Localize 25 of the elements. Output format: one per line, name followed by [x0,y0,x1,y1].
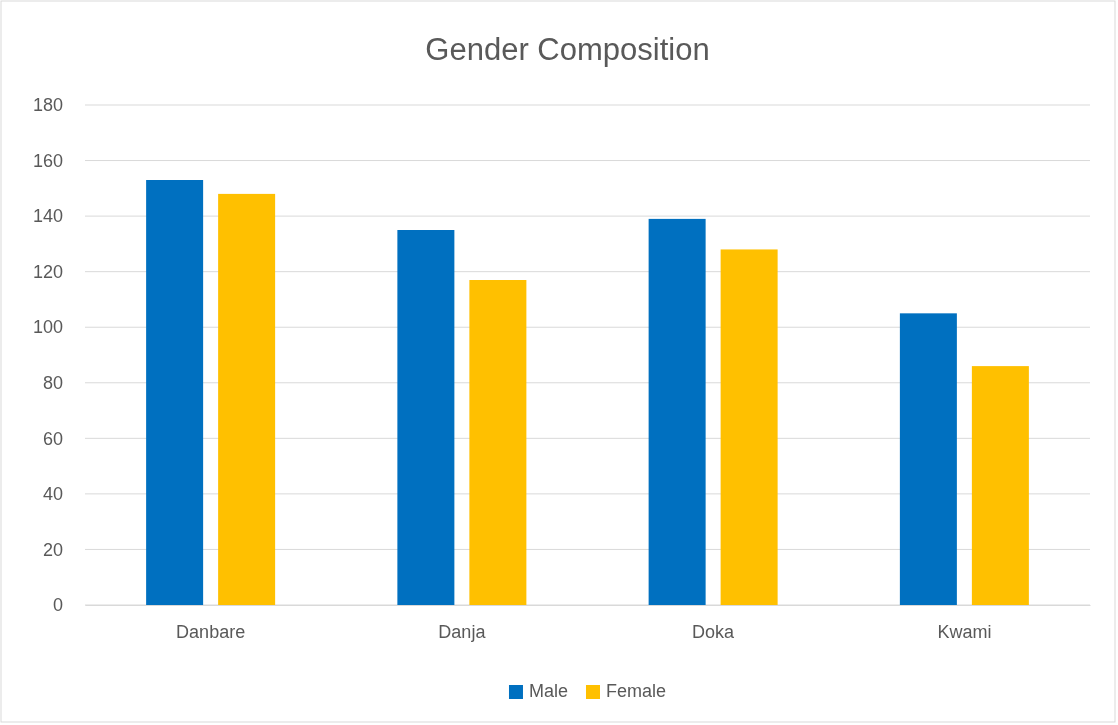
x-tick-label: Danbare [176,621,246,642]
bar [218,193,276,605]
legend-label: Female [605,681,667,701]
bar [971,366,1029,605]
chart-title: Gender Composition [425,32,710,67]
y-tick-label: 100 [32,317,63,338]
y-tick-label: 0 [52,595,63,616]
y-tick-label: 120 [32,261,63,282]
y-tick-label: 40 [42,484,63,505]
y-tick-label: 60 [42,428,63,449]
y-tick-label: 180 [32,95,63,116]
bar [648,218,706,605]
y-tick-label: 80 [42,373,63,394]
legend-label: Male [528,681,568,701]
bar [720,249,778,605]
y-tick-label: 140 [32,206,63,227]
x-tick-label: Kwami [937,621,992,642]
y-tick-label: 160 [32,150,63,171]
bar [397,230,455,605]
bar [899,313,957,605]
bar [146,180,204,605]
bar [469,280,527,605]
x-tick-label: Doka [692,621,736,642]
x-tick-label: Danja [438,621,487,642]
y-tick-label: 20 [42,539,63,560]
